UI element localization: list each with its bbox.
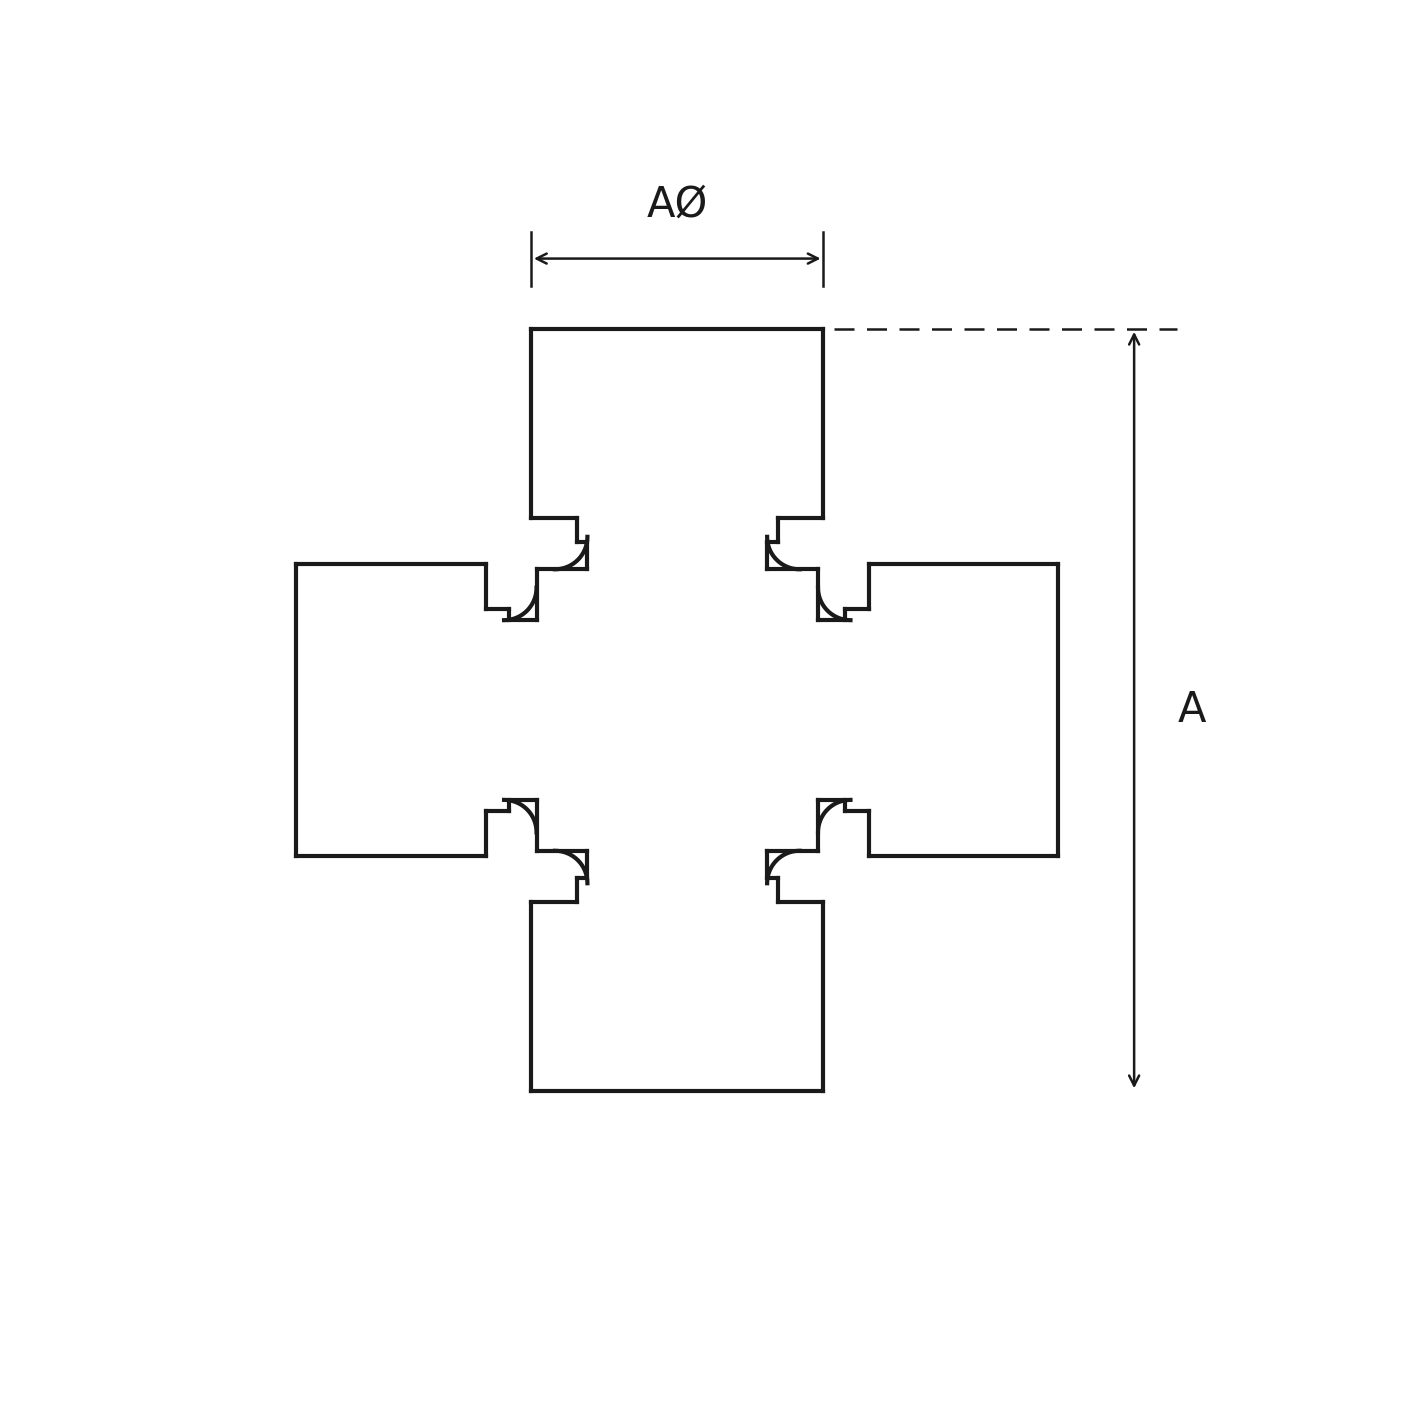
Bar (531, 329, 824, 519)
Bar (845, 609, 869, 811)
Bar (576, 519, 778, 543)
Bar (588, 851, 768, 877)
Bar (869, 564, 1059, 856)
Bar (576, 877, 778, 901)
Text: AØ: AØ (647, 184, 709, 226)
Bar (297, 564, 485, 856)
Bar (485, 609, 509, 811)
Bar (818, 620, 845, 800)
Bar (509, 620, 537, 800)
Bar (588, 543, 768, 569)
Bar (537, 569, 818, 851)
Text: A: A (1177, 689, 1206, 731)
Bar (531, 901, 824, 1091)
